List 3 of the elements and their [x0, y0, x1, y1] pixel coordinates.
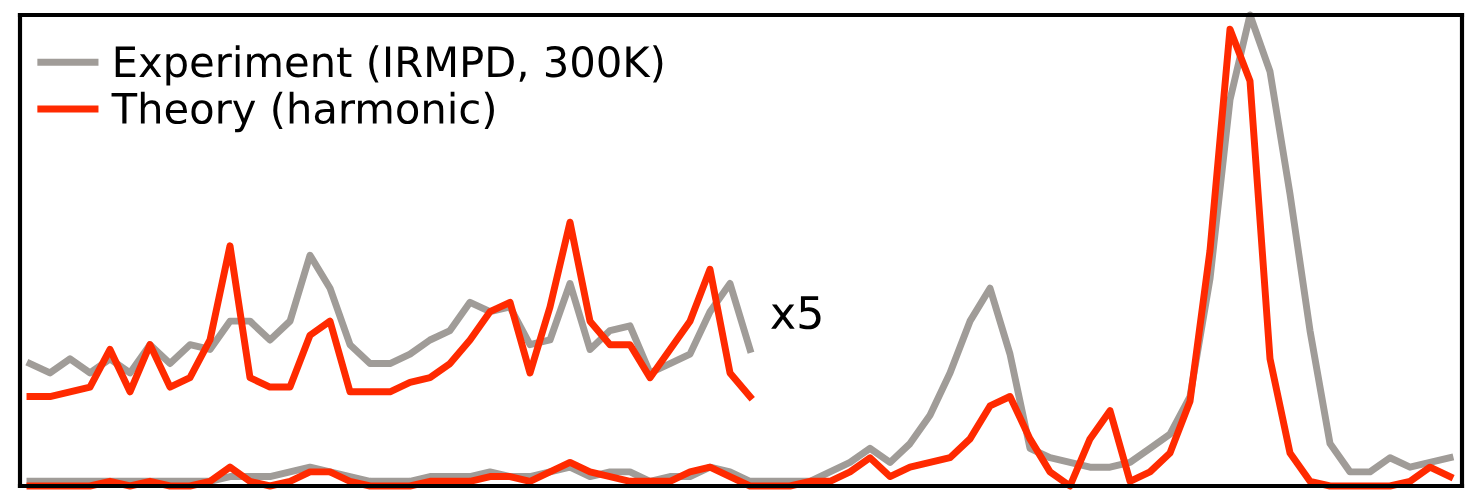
legend-label: Experiment (IRMPD, 300K)	[115, 45, 663, 86]
annotation: x5	[771, 296, 821, 330]
legend-label: Theory (harmonic)	[111, 91, 494, 133]
